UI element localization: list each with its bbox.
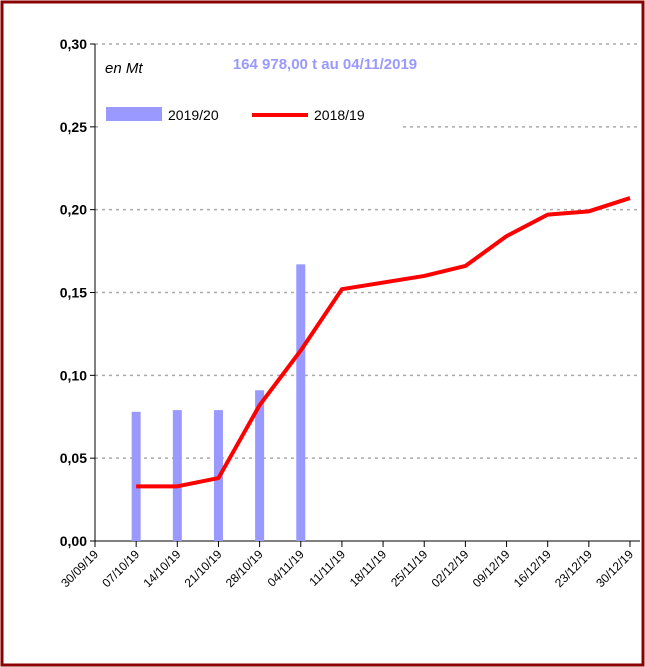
title-backdrop [100,50,400,82]
legend-label: 2019/20 [168,107,219,123]
y-axis-label: en Mt [105,60,143,77]
y-tick-label: 0,15 [60,285,87,301]
line [136,196,631,489]
legend-swatch [106,107,162,121]
y-tick-label: 0,00 [60,533,87,549]
chart-title: 164 978,00 t au 04/11/2019 [233,56,417,73]
bar [172,410,182,541]
y-tick-label: 0,30 [60,36,87,52]
bar [255,390,265,541]
y-tick-label: 0,05 [60,450,87,466]
y-tick-label: 0,25 [60,119,87,135]
legend-label: 2018/19 [314,107,365,123]
bar [131,411,141,541]
bar [296,264,306,541]
y-tick-label: 0,10 [60,367,87,383]
y-tick-label: 0,20 [60,202,87,218]
